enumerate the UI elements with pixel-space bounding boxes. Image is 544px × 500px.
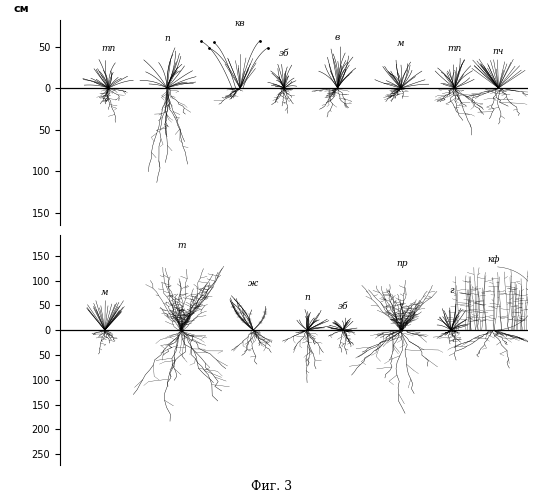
Text: тп: тп xyxy=(448,44,462,53)
Text: ж: ж xyxy=(248,278,258,287)
Text: эб: эб xyxy=(279,49,289,58)
Text: в: в xyxy=(335,32,340,42)
Text: пч: пч xyxy=(493,46,504,56)
Text: г: г xyxy=(449,286,454,295)
Text: кв: кв xyxy=(235,20,245,28)
Text: м: м xyxy=(101,288,109,298)
Text: кф: кф xyxy=(487,255,500,264)
Text: п: п xyxy=(305,294,310,302)
Text: тп: тп xyxy=(101,44,116,53)
Text: эб: эб xyxy=(338,302,349,311)
Text: т: т xyxy=(177,242,186,250)
Text: п: п xyxy=(164,34,170,43)
Text: м: м xyxy=(397,39,405,48)
Text: см: см xyxy=(13,4,29,14)
Text: пр: пр xyxy=(396,258,407,268)
Text: Фиг. 3: Фиг. 3 xyxy=(251,480,293,492)
